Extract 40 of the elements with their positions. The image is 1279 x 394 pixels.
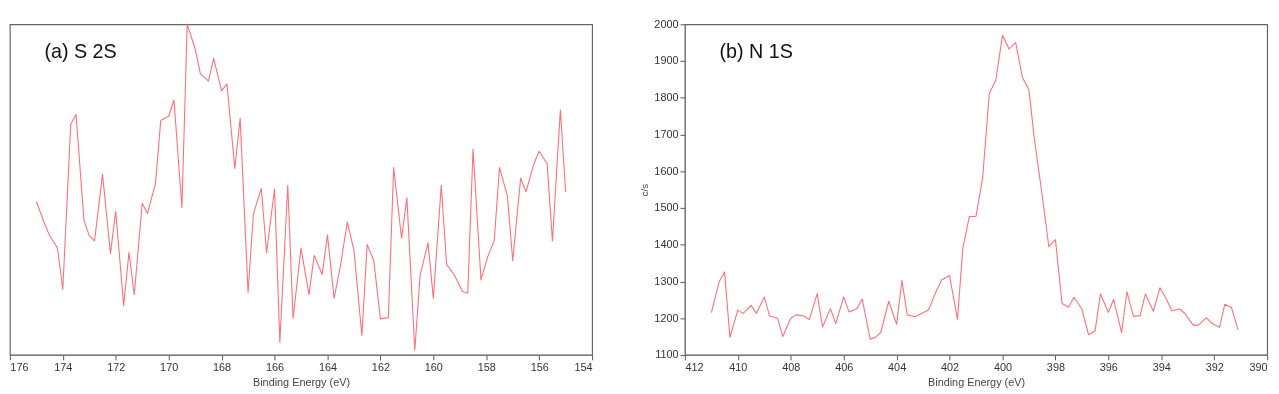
x-tick-label: 170: [160, 361, 179, 374]
y-tick-label: 1200: [654, 311, 679, 324]
x-tick-label: 410: [729, 361, 748, 374]
x-tick-label: 174: [54, 361, 73, 374]
x-tick-label: 412: [685, 361, 704, 374]
y-tick-label: 1600: [654, 164, 679, 177]
x-tick-label: 408: [782, 361, 801, 374]
x-axis-title: Binding Energy (eV): [252, 376, 351, 388]
text: (b) N 1S: [719, 39, 793, 62]
y-tick-label: 1700: [654, 127, 679, 140]
y-tick-label: 1100: [655, 348, 679, 361]
x-tick-label: 392: [1205, 361, 1224, 374]
x-tick-label: 400: [993, 361, 1013, 374]
x-tick-label: 158: [477, 361, 496, 374]
x-tick-label: 394: [1152, 361, 1171, 374]
y-tick-label: 1400: [654, 238, 679, 251]
x-tick-label: 406: [835, 361, 854, 374]
x-tick-label: 398: [1046, 361, 1065, 374]
x-tick-label: 404: [888, 361, 907, 374]
x-axis-title: Binding Energy (eV): [928, 376, 1026, 388]
y-tick-label: 1300: [654, 274, 679, 287]
y-tick-label: 1900: [654, 54, 679, 67]
x-tick-label: 390: [1249, 361, 1268, 374]
line-series: [710, 34, 1239, 340]
x-tick-label: 160: [424, 361, 443, 374]
y-tick-label: 1500: [654, 201, 679, 214]
x-tick-label: 402: [941, 361, 960, 374]
text: (a) S 2S: [44, 39, 117, 62]
x-tick-label: 172: [107, 361, 126, 374]
x-tick-label: 168: [213, 361, 232, 374]
y-tick-label: 2000: [654, 17, 679, 30]
y-tick-label: 1800: [654, 91, 679, 104]
x-tick-label: 164: [318, 361, 338, 374]
x-tick-label: 166: [265, 361, 285, 374]
x-tick-label: 156: [530, 361, 549, 374]
x-tick-label: 176: [10, 361, 29, 374]
x-tick-label: 154: [574, 361, 593, 374]
x-tick-label: 396: [1099, 361, 1118, 374]
y-axis-title: c/s: [639, 183, 651, 197]
x-tick-label: 162: [371, 361, 390, 374]
